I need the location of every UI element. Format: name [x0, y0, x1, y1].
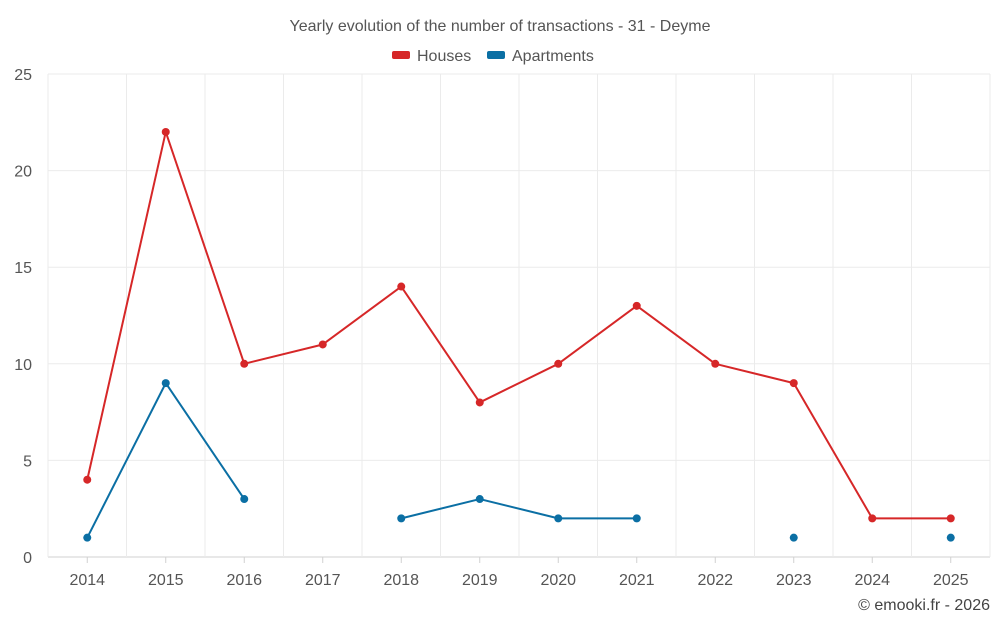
series: [83, 127, 955, 542]
series-apartments: [83, 379, 955, 542]
data-point: [240, 359, 249, 368]
y-tick-label: 10: [14, 357, 32, 374]
x-tick-label: 2022: [697, 572, 733, 589]
legend-item-apartments: Apartments: [487, 48, 594, 65]
data-point: [240, 495, 249, 504]
data-point: [318, 340, 327, 349]
data-point: [161, 127, 170, 136]
legend-swatch: [487, 51, 505, 59]
data-point: [475, 495, 484, 504]
data-point: [397, 514, 406, 523]
data-point: [554, 359, 563, 368]
y-tick-label: 15: [14, 260, 32, 277]
data-point: [161, 379, 170, 388]
series-houses: [83, 127, 955, 523]
x-tick-label: 2023: [776, 572, 812, 589]
x-tick-label: 2020: [540, 572, 576, 589]
x-tick-label: 2025: [933, 572, 969, 589]
x-tick-label: 2016: [226, 572, 262, 589]
x-axis: 2014 2015 2016 2017 2018 2019 2020 2021 2022 2023…: [69, 557, 969, 589]
data-point: [946, 533, 955, 542]
data-point: [789, 533, 798, 542]
data-point: [868, 514, 877, 523]
data-point: [711, 359, 720, 368]
data-point: [632, 514, 641, 523]
x-tick-label: 2019: [462, 572, 498, 589]
series-line: [86, 130, 951, 520]
x-tick-label: 2015: [148, 572, 184, 589]
x-tick-label: 2014: [69, 572, 105, 589]
legend-item-houses: Houses: [392, 48, 471, 65]
data-point: [83, 533, 92, 542]
data-point: [554, 514, 563, 523]
legend-swatch: [392, 51, 410, 59]
data-point: [946, 514, 955, 523]
data-point: [83, 475, 92, 484]
x-tick-label: 2021: [619, 572, 655, 589]
legend-label: Apartments: [512, 48, 594, 65]
data-point: [475, 398, 484, 407]
x-tick-label: 2024: [854, 572, 890, 589]
data-point: [789, 379, 798, 388]
y-tick-label: 20: [14, 164, 32, 181]
credit-text: © emooki.fr - 2026: [858, 597, 990, 614]
data-point: [632, 301, 641, 310]
y-tick-label: 25: [14, 67, 32, 84]
x-tick-label: 2017: [305, 572, 341, 589]
chart-title: Yearly evolution of the number of transa…: [290, 18, 711, 35]
y-axis: 0 5 10 15 20 25: [14, 67, 32, 567]
grid: [47, 73, 991, 558]
y-tick-label: 0: [23, 550, 32, 567]
y-tick-label: 5: [23, 453, 32, 470]
x-tick-label: 2018: [383, 572, 419, 589]
legend: Houses Apartments: [392, 48, 594, 65]
data-point: [397, 282, 406, 291]
series-line: [401, 498, 637, 520]
legend-label: Houses: [417, 48, 471, 65]
